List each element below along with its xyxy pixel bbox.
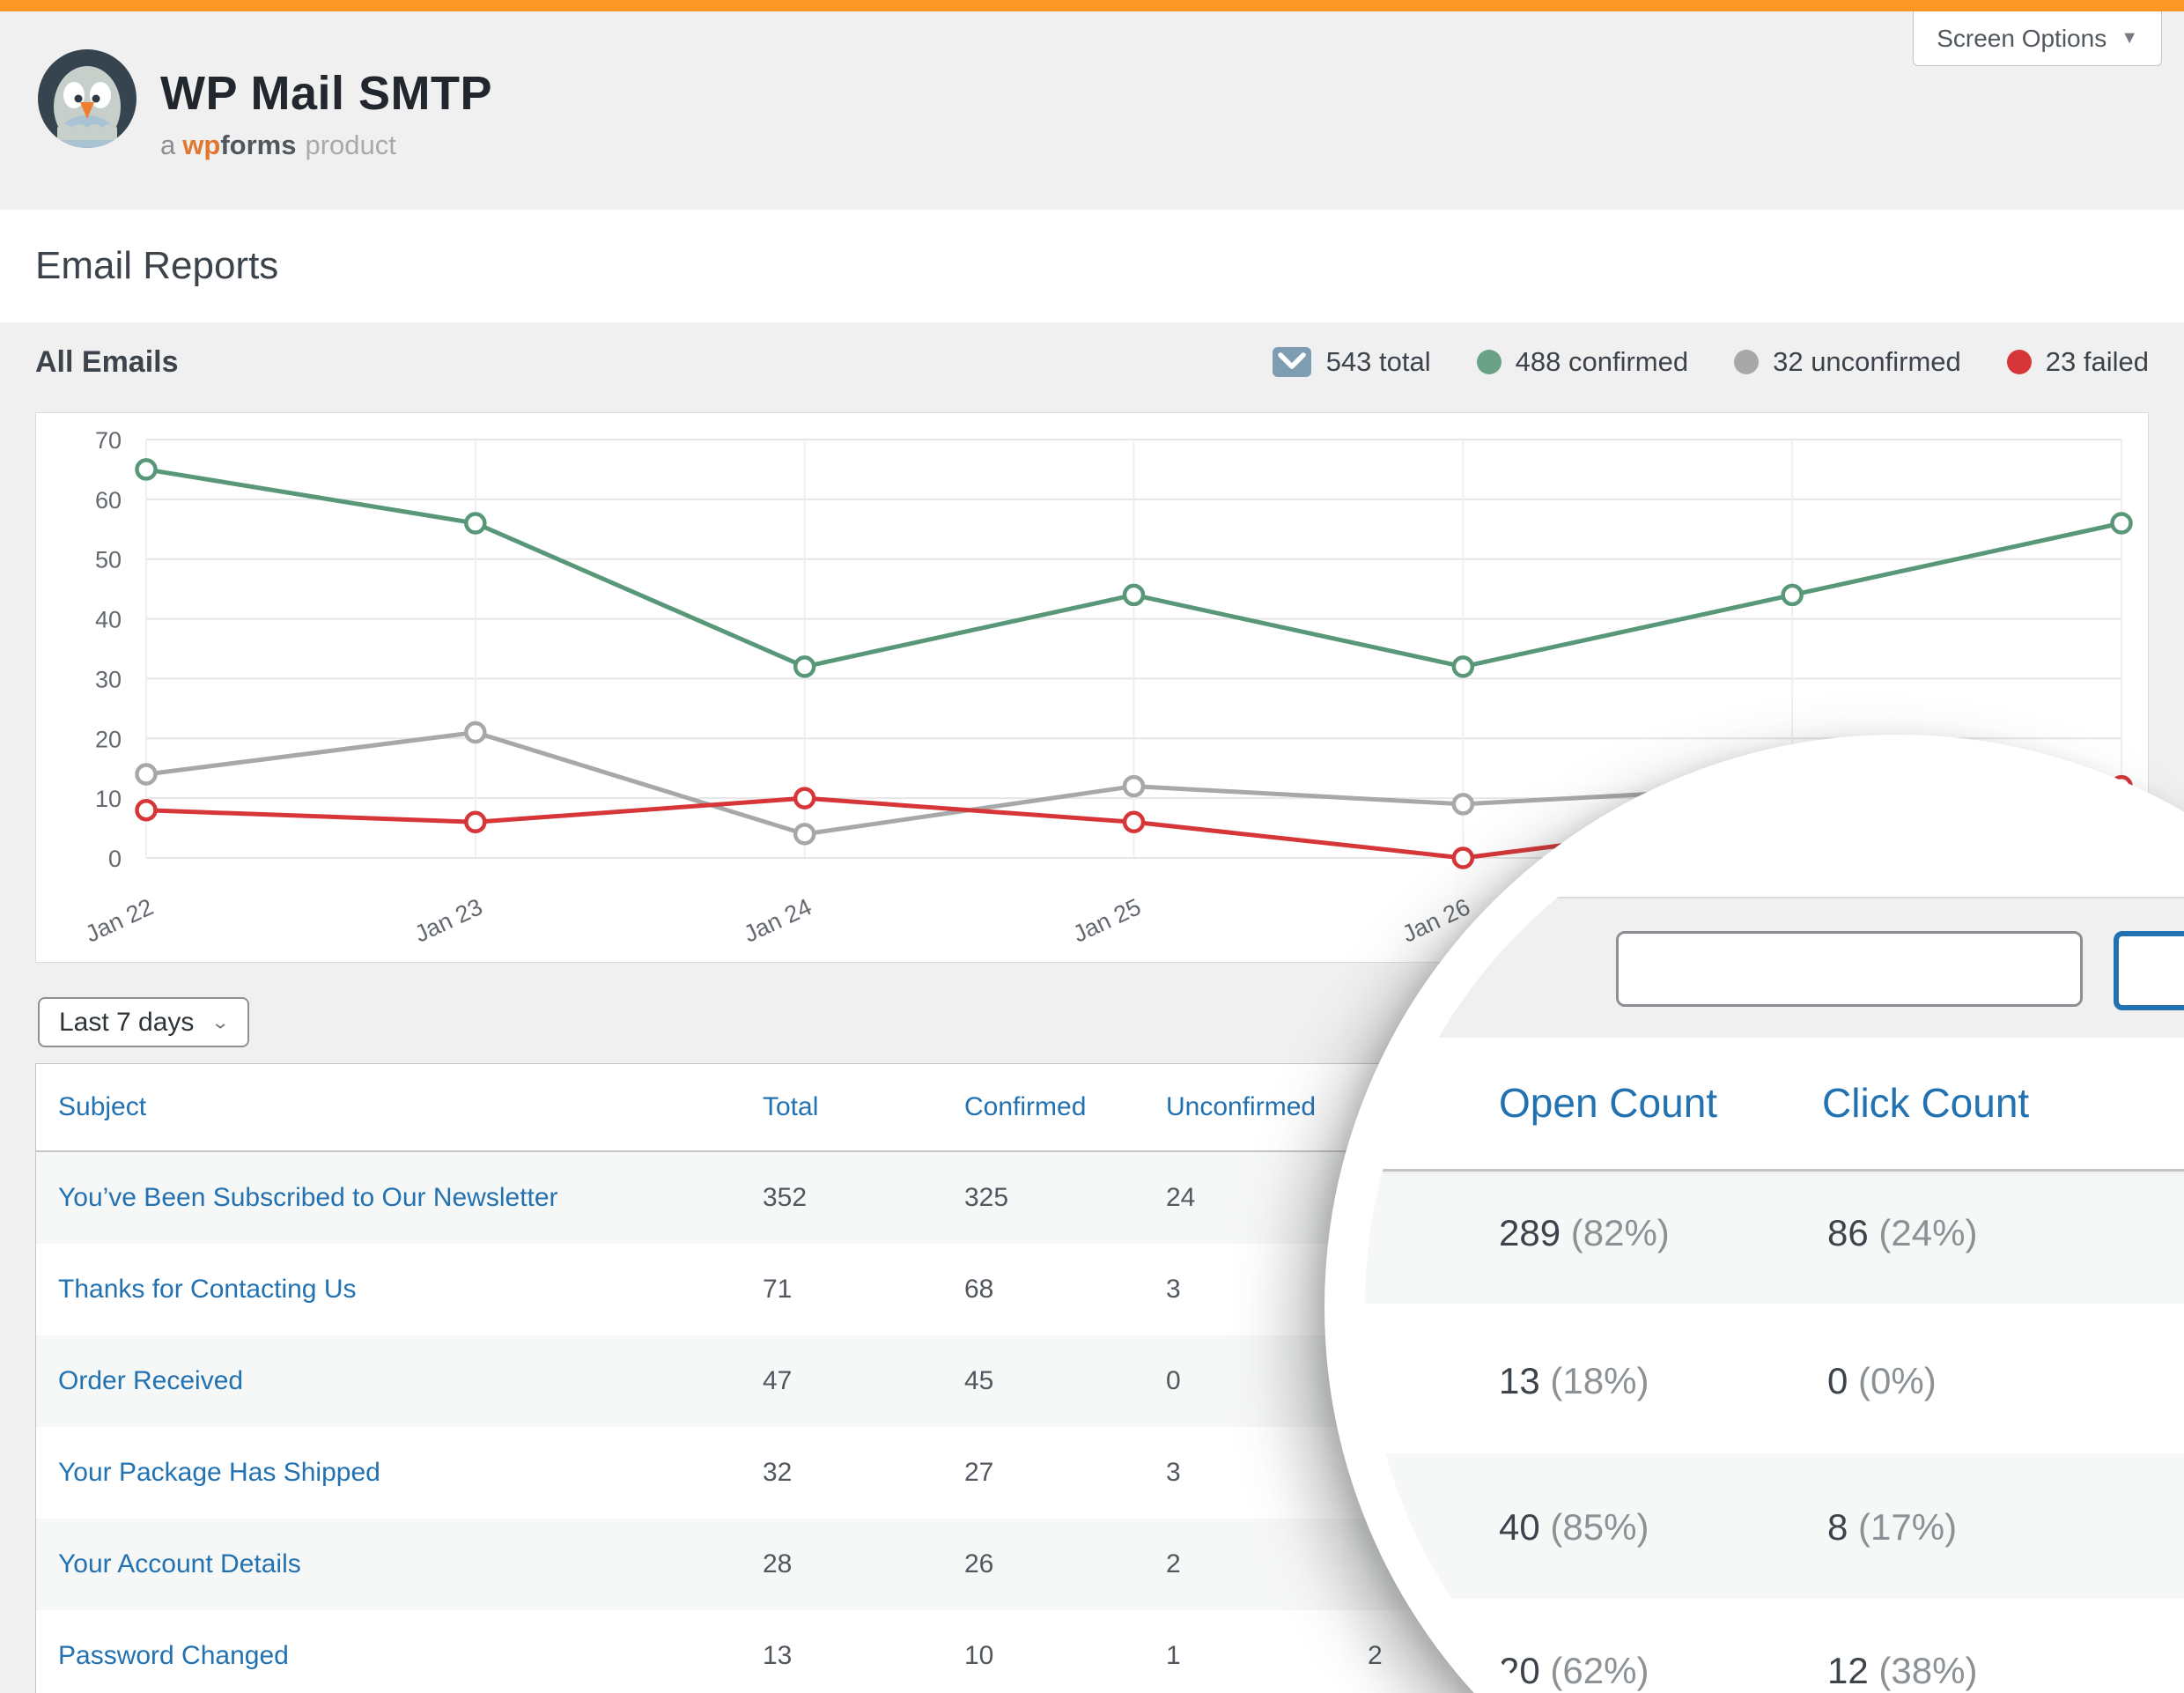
date-range-select[interactable]: Last 7 days ⌄: [38, 997, 249, 1047]
table-row: Password Changed131012: [36, 1610, 2148, 1693]
svg-text:20: 20: [95, 726, 122, 752]
legend-label: 23 failed: [2045, 346, 2149, 377]
column-header-confirmed[interactable]: Confirmed: [964, 1092, 1166, 1122]
open-count-header[interactable]: Open Count: [1499, 1080, 1718, 1126]
subject-link[interactable]: Your Package Has Shipped: [58, 1458, 380, 1487]
column-header-label: Subject: [58, 1092, 147, 1121]
unconfirmed-cell: 24: [1166, 1183, 1196, 1212]
svg-text:0: 0: [108, 846, 122, 872]
subject-link[interactable]: Thanks for Contacting Us: [58, 1275, 357, 1304]
click-count-value: 8 (17%): [1827, 1506, 1958, 1548]
emails-line-chart: 0 10 20 30 40 50 60 70 Jan 22 Jan 23 Jan 24 Jan 25 J…: [35, 412, 2149, 963]
svg-text:70: 70: [95, 427, 122, 454]
column-header-label: Unconfirmed: [1166, 1092, 1317, 1121]
table-row: Your Package Has Shipped 32 27 3: [36, 1427, 2148, 1519]
brand: WP Mail SMTP a wpforms product: [35, 47, 492, 161]
legend-dot-icon: [1476, 350, 1502, 374]
unconfirmed-cell: 3: [1166, 1275, 1181, 1304]
legend-dot-icon: [2006, 350, 2032, 374]
subject-link[interactable]: Order Received: [58, 1366, 244, 1395]
svg-text:60: 60: [95, 487, 122, 514]
legend-item: 488 confirmed: [1476, 346, 1689, 378]
site-header: WP Mail SMTP a wpforms product Screen Opti…: [0, 11, 2184, 210]
svg-text:40: 40: [95, 607, 122, 633]
page-title: Email Reports: [35, 244, 279, 287]
total-cell: 32: [763, 1458, 793, 1487]
svg-text:10: 10: [95, 786, 122, 812]
svg-text:Jan 23: Jan 23: [410, 893, 486, 947]
app-subtitle: a wpforms product: [160, 129, 396, 160]
magnifier-overlay: Open Count Click Count 289 (82%) 86 (24%)…: [1324, 735, 2184, 1693]
click-count-value: 86 (24%): [1827, 1212, 1978, 1253]
svg-text:Jan 22: Jan 22: [81, 893, 157, 947]
search-input[interactable]: [1616, 931, 2083, 1007]
open-count-value: 13 (18%): [1499, 1360, 1649, 1401]
confirmed-cell: 45: [964, 1366, 994, 1395]
page-title-band: Email Reports: [0, 210, 2184, 322]
screen-options-button[interactable]: Screen Options ▼: [1913, 11, 2162, 66]
legend-dot-icon: [1734, 350, 1760, 374]
svg-text:30: 30: [95, 666, 122, 692]
magnified-table-header: Open Count Click Count: [1365, 1038, 2184, 1172]
total-cell: 28: [763, 1549, 793, 1578]
column-header-unconfirmed[interactable]: Unconfirmed: [1166, 1092, 1368, 1122]
subject-link[interactable]: You’ve Been Subscribed to Our Newsletter: [58, 1183, 558, 1212]
wpforms-wp: wp: [182, 129, 221, 160]
magnified-table-row: [1365, 1174, 2184, 1304]
total-cell: 47: [763, 1366, 793, 1395]
unconfirmed-cell: 3: [1166, 1458, 1181, 1487]
confirmed-cell: 10: [964, 1641, 994, 1670]
chevron-down-icon: ▼: [2121, 28, 2138, 48]
table-header-row: Subject Total Confirmed Unconfirmed: [36, 1064, 2148, 1152]
chart-legend: 543 total 488 confirmed 32 unconfirmed 23 f…: [1272, 346, 2149, 378]
legend-item: 543 total: [1272, 346, 1431, 378]
subject-link[interactable]: Password Changed: [58, 1641, 289, 1670]
open-count-value: 289 (82%): [1499, 1212, 1670, 1253]
total-cell: 352: [763, 1183, 808, 1212]
table-row: Thanks for Contacting Us 71 68 3: [36, 1244, 2148, 1335]
legend-label: 488 confirmed: [1515, 346, 1689, 377]
svg-text:Jan 25: Jan 25: [1069, 893, 1145, 947]
wpforms-forms: forms: [220, 129, 297, 160]
click-count-header[interactable]: Click Count: [1822, 1080, 2030, 1126]
mail-icon: [1272, 347, 1311, 377]
magnified-table-row: [1365, 1304, 2184, 1453]
unconfirmed-cell: 1: [1166, 1641, 1181, 1670]
legend-item: 32 unconfirmed: [1734, 346, 1961, 378]
click-count-value: 0 (0%): [1827, 1360, 1937, 1401]
unconfirmed-cell: 0: [1166, 1366, 1181, 1395]
app-title: WP Mail SMTP: [160, 67, 493, 120]
column-header-label: Confirmed: [964, 1092, 1087, 1121]
open-count-value: 40 (85%): [1499, 1506, 1649, 1548]
svg-text:Jan 24: Jan 24: [740, 893, 815, 947]
magnified-chart-area: [1365, 775, 2184, 898]
confirmed-cell: 26: [964, 1549, 994, 1578]
total-cell: 13: [763, 1641, 793, 1670]
unconfirmed-cell: 2: [1166, 1549, 1181, 1578]
confirmed-cell: 325: [964, 1183, 1009, 1212]
open-count-value: 20 (62%): [1499, 1650, 1649, 1691]
subject-link[interactable]: Your Account Details: [58, 1549, 301, 1578]
top-accent-bar: [0, 0, 2184, 11]
total-cell: 71: [763, 1275, 793, 1304]
magnified-table-row: [1365, 1599, 2184, 1693]
magnified-table-row: [1365, 1453, 2184, 1599]
column-header-label: Total: [763, 1092, 819, 1121]
search-button-fragment[interactable]: [2114, 931, 2184, 1010]
legend-label: 32 unconfirmed: [1773, 346, 1961, 377]
legend-label: 543 total: [1325, 346, 1431, 377]
click-count-value: 12 (38%): [1827, 1650, 1978, 1691]
section-title: All Emails: [35, 344, 179, 379]
confirmed-cell: 27: [964, 1458, 994, 1487]
chevron-down-icon: ⌄: [210, 1011, 230, 1033]
column-header-total[interactable]: Total: [763, 1092, 964, 1122]
legend-item: 23 failed: [2006, 346, 2149, 378]
column-header-subject[interactable]: Subject: [36, 1092, 763, 1122]
svg-text:50: 50: [95, 547, 122, 573]
confirmed-cell: 68: [964, 1275, 994, 1304]
wp-mail-smtp-pigeon-logo: [38, 49, 136, 148]
